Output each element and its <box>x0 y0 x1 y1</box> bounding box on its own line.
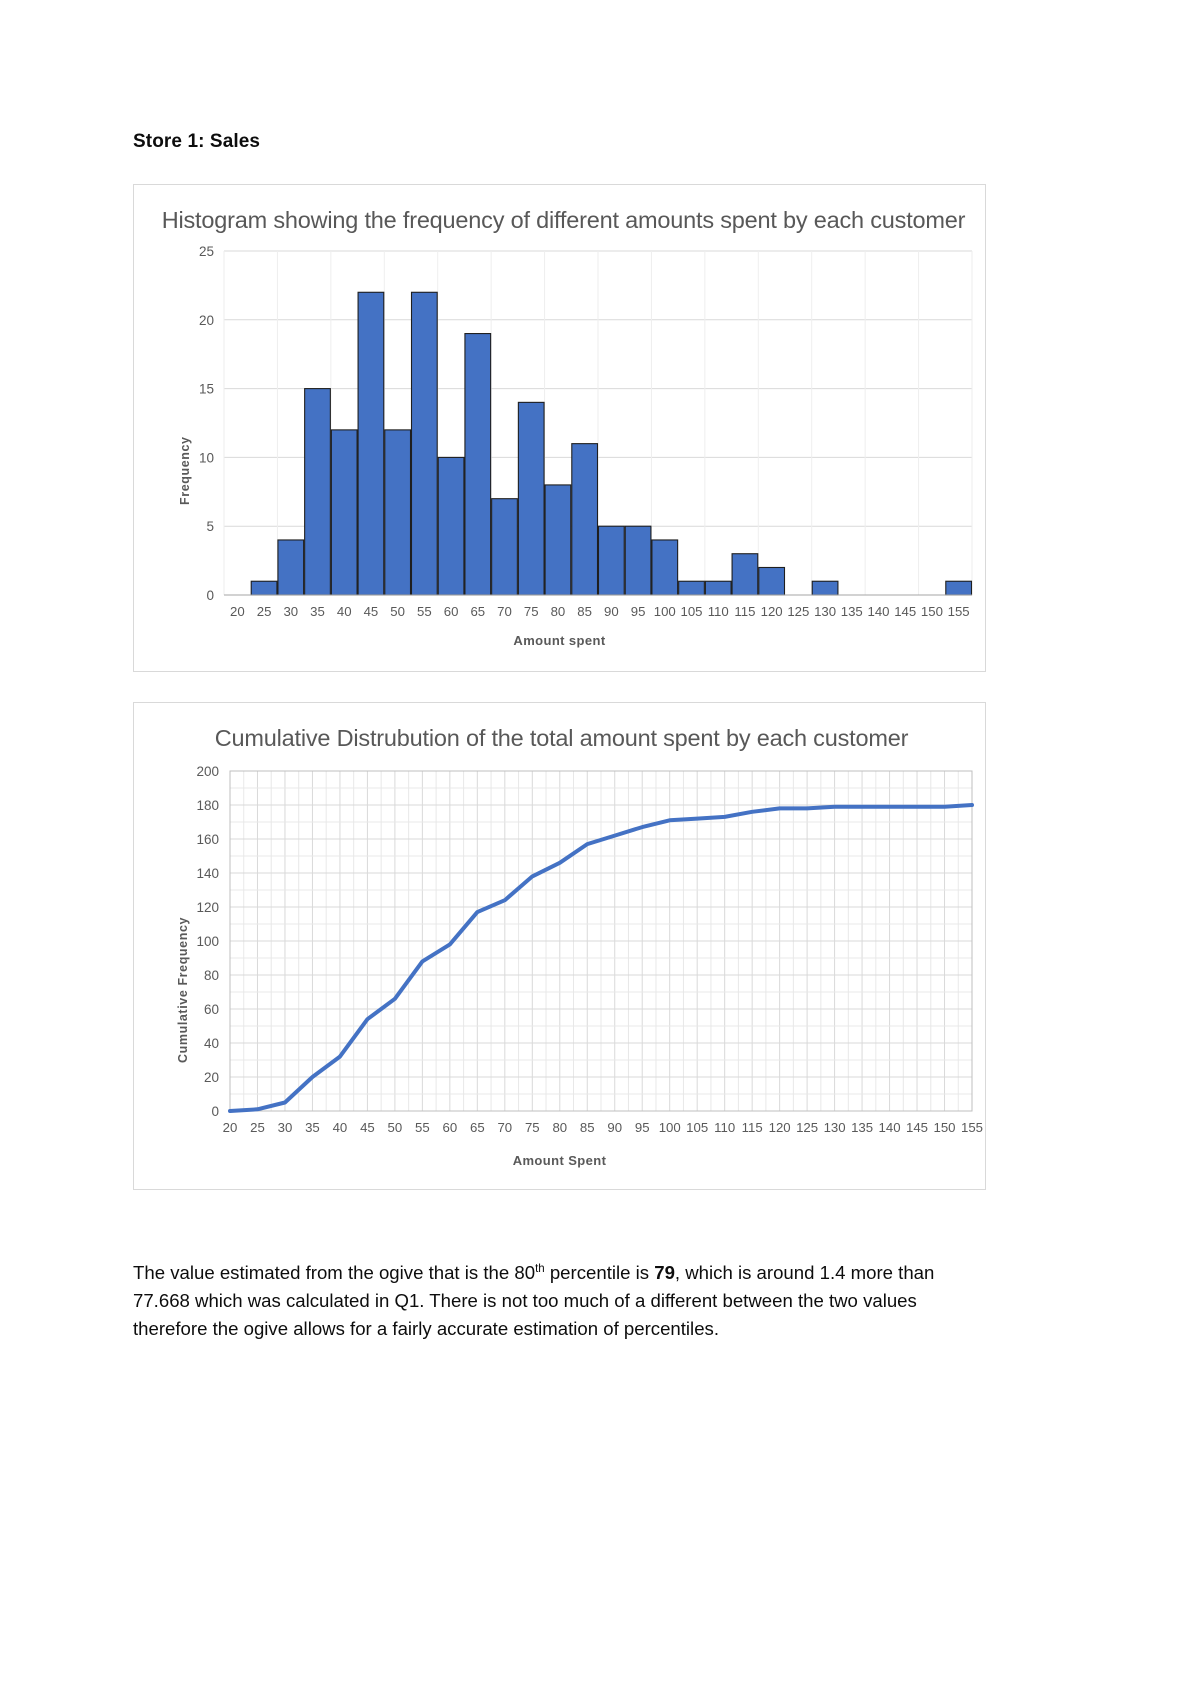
svg-text:100: 100 <box>196 934 219 949</box>
ordinal-suffix: th <box>535 1262 545 1275</box>
svg-text:80: 80 <box>204 968 219 983</box>
svg-text:60: 60 <box>444 604 459 619</box>
svg-text:30: 30 <box>278 1120 293 1135</box>
svg-text:95: 95 <box>631 604 646 619</box>
svg-text:180: 180 <box>196 798 219 813</box>
svg-text:130: 130 <box>824 1120 846 1135</box>
svg-text:20: 20 <box>199 313 214 328</box>
paragraph-part-2: percentile is <box>544 1261 655 1283</box>
svg-text:135: 135 <box>851 1120 873 1135</box>
svg-text:115: 115 <box>742 1120 763 1135</box>
svg-text:40: 40 <box>333 1120 348 1135</box>
svg-text:70: 70 <box>497 604 512 619</box>
histogram-x-axis-title: Amount spent <box>513 633 606 648</box>
svg-text:90: 90 <box>607 1120 622 1135</box>
svg-text:90: 90 <box>604 604 619 619</box>
svg-text:125: 125 <box>796 1120 818 1135</box>
svg-text:50: 50 <box>390 604 405 619</box>
svg-text:140: 140 <box>879 1120 901 1135</box>
svg-text:0: 0 <box>211 1104 219 1119</box>
paragraph-part-3: , which is around 1.4 more than 77.668 w… <box>133 1261 935 1340</box>
svg-text:140: 140 <box>196 866 219 881</box>
svg-text:145: 145 <box>906 1120 928 1135</box>
svg-text:105: 105 <box>686 1120 708 1135</box>
svg-text:135: 135 <box>841 604 863 619</box>
svg-text:70: 70 <box>497 1120 512 1135</box>
svg-text:140: 140 <box>867 604 889 619</box>
svg-text:100: 100 <box>654 604 676 619</box>
svg-text:40: 40 <box>204 1036 219 1051</box>
svg-text:65: 65 <box>470 604 485 619</box>
svg-text:110: 110 <box>708 604 729 619</box>
svg-text:65: 65 <box>470 1120 485 1135</box>
ogive-title: Cumulative Distrubution of the total amo… <box>214 725 909 751</box>
svg-text:110: 110 <box>714 1120 735 1135</box>
svg-text:20: 20 <box>223 1120 238 1135</box>
svg-text:145: 145 <box>894 604 916 619</box>
svg-text:200: 200 <box>196 764 219 779</box>
svg-text:80: 80 <box>552 1120 567 1135</box>
svg-text:150: 150 <box>934 1120 956 1135</box>
svg-text:130: 130 <box>814 604 836 619</box>
svg-text:95: 95 <box>635 1120 650 1135</box>
svg-text:5: 5 <box>206 519 214 534</box>
svg-text:155: 155 <box>961 1120 983 1135</box>
svg-text:20: 20 <box>230 604 245 619</box>
ogive-x-axis-title: Amount Spent <box>512 1153 607 1168</box>
svg-text:40: 40 <box>337 604 352 619</box>
svg-text:55: 55 <box>417 604 432 619</box>
histogram-plot: 0 5 10 15 20 25 20 25 30 35 40 45 50 55 60 65 70 75 80 85 90… <box>199 244 973 619</box>
svg-text:30: 30 <box>283 604 298 619</box>
svg-text:20: 20 <box>204 1070 219 1085</box>
svg-text:105: 105 <box>680 604 702 619</box>
analysis-paragraph: The value estimated from the ogive that … <box>133 1259 985 1344</box>
svg-text:85: 85 <box>577 604 592 619</box>
svg-text:60: 60 <box>204 1002 219 1017</box>
ogive-chart-container: Cumulative Distrubution of the total amo… <box>133 702 986 1190</box>
svg-text:60: 60 <box>443 1120 458 1135</box>
svg-text:80: 80 <box>551 604 566 619</box>
ogive-plot: 0 20 40 60 80 100 120 140 160 180 200 20 25 30 35 40 45 5… <box>196 764 983 1135</box>
svg-text:10: 10 <box>199 450 214 465</box>
percentile-value: 79 <box>654 1261 675 1283</box>
svg-text:120: 120 <box>761 604 783 619</box>
svg-text:120: 120 <box>196 900 219 915</box>
svg-text:160: 160 <box>196 832 219 847</box>
histogram-title: Histogram showing the frequency of diffe… <box>161 207 966 233</box>
svg-text:25: 25 <box>257 604 272 619</box>
svg-text:25: 25 <box>250 1120 265 1135</box>
svg-text:115: 115 <box>734 604 755 619</box>
svg-text:125: 125 <box>787 604 809 619</box>
svg-text:120: 120 <box>769 1120 791 1135</box>
svg-text:100: 100 <box>659 1120 681 1135</box>
svg-text:75: 75 <box>525 1120 540 1135</box>
svg-text:35: 35 <box>305 1120 320 1135</box>
histogram-chart-container: Histogram showing the frequency of diffe… <box>133 184 986 672</box>
svg-text:55: 55 <box>415 1120 430 1135</box>
svg-text:85: 85 <box>580 1120 595 1135</box>
svg-text:45: 45 <box>360 1120 375 1135</box>
svg-text:155: 155 <box>948 604 970 619</box>
svg-text:150: 150 <box>921 604 943 619</box>
svg-text:0: 0 <box>206 588 214 603</box>
paragraph-part-1: The value estimated from the ogive that … <box>133 1261 536 1283</box>
svg-text:25: 25 <box>199 244 214 259</box>
svg-text:35: 35 <box>310 604 325 619</box>
svg-text:50: 50 <box>388 1120 403 1135</box>
svg-text:15: 15 <box>199 382 214 397</box>
svg-text:45: 45 <box>364 604 379 619</box>
page-title: Store 1: Sales <box>133 131 261 152</box>
svg-text:75: 75 <box>524 604 539 619</box>
